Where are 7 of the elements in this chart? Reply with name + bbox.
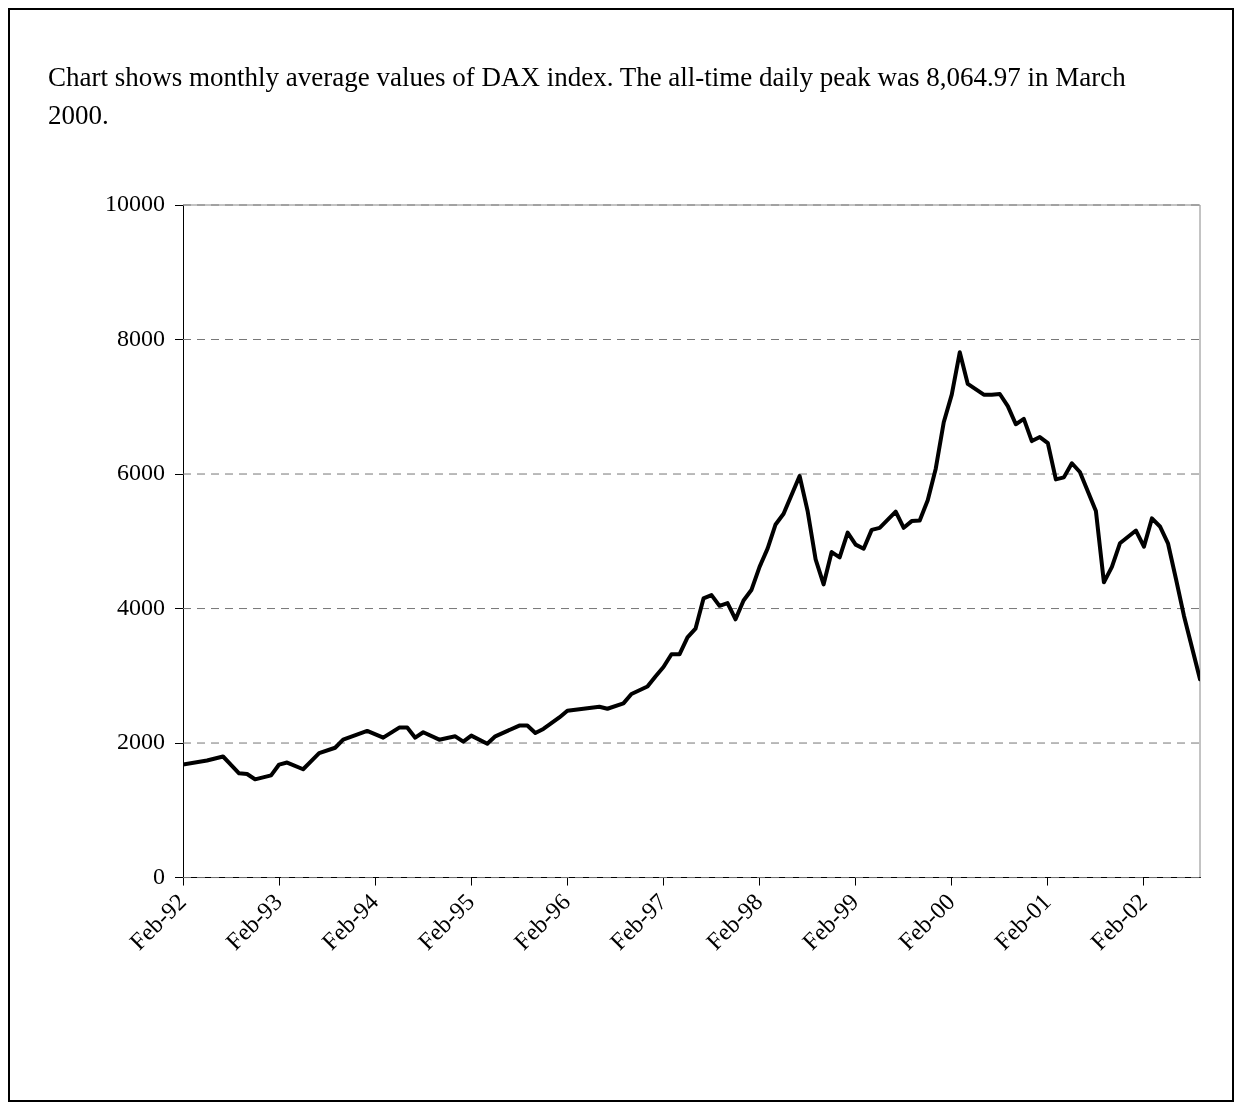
y-tick-label: 6000 [117, 459, 165, 486]
y-tick-label: 10000 [105, 190, 165, 217]
chart-title: Chart shows monthly average values of DAX index. The all-time daily peak was 8,064.97 in March 2000. [48, 61, 1127, 132]
y-tick-label: 8000 [117, 324, 165, 351]
y-tick-label: 4000 [117, 593, 165, 620]
y-tick-label: 0 [153, 862, 165, 889]
y-tick-label: 2000 [117, 728, 165, 755]
